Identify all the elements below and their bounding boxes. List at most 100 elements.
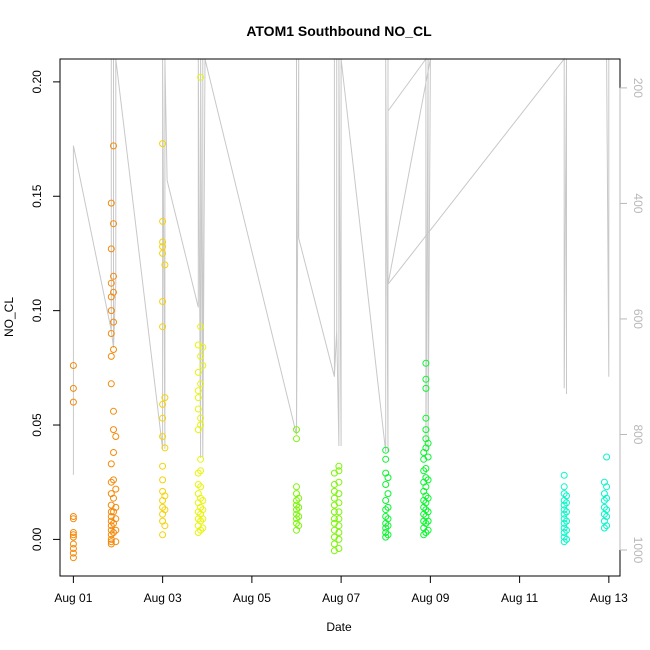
data-point bbox=[335, 522, 343, 530]
data-point bbox=[335, 467, 343, 475]
data-point bbox=[69, 362, 77, 369]
data-point bbox=[110, 288, 117, 296]
data-point bbox=[382, 529, 390, 536]
data-point bbox=[560, 515, 568, 523]
data-point bbox=[107, 307, 115, 315]
data-point bbox=[112, 433, 120, 440]
data-point bbox=[159, 298, 167, 305]
x-tick-label: Aug 09 bbox=[411, 591, 449, 605]
data-point bbox=[422, 529, 430, 536]
data-point bbox=[112, 515, 120, 523]
data-point bbox=[112, 538, 120, 546]
data-point bbox=[107, 538, 115, 546]
data-point bbox=[293, 506, 300, 514]
data-point bbox=[69, 529, 77, 536]
data-point bbox=[422, 375, 430, 383]
series-3 bbox=[194, 73, 207, 536]
data-point bbox=[161, 444, 169, 452]
data-point bbox=[110, 142, 117, 150]
secondary-series-line bbox=[72, 57, 610, 475]
data-point bbox=[112, 485, 120, 493]
y2-tick-label: 1000 bbox=[631, 537, 645, 564]
data-point bbox=[560, 471, 568, 479]
data-point bbox=[600, 497, 608, 504]
data-point bbox=[197, 517, 205, 525]
data-point bbox=[199, 515, 207, 523]
x-tick-label: Aug 13 bbox=[590, 591, 628, 605]
data-point bbox=[197, 467, 205, 475]
data-point bbox=[600, 503, 608, 511]
data-point bbox=[335, 515, 343, 523]
data-point bbox=[422, 506, 430, 514]
data-point bbox=[159, 238, 167, 246]
data-point bbox=[560, 538, 568, 546]
data-point bbox=[159, 462, 167, 470]
data-point bbox=[335, 478, 343, 486]
data-point bbox=[382, 497, 390, 504]
data-point bbox=[197, 503, 205, 511]
data-point bbox=[159, 414, 167, 422]
data-point bbox=[335, 499, 343, 507]
data-point bbox=[330, 508, 338, 516]
data-point bbox=[330, 515, 338, 523]
data-point bbox=[159, 433, 167, 440]
data-point bbox=[422, 384, 430, 392]
data-point bbox=[161, 522, 169, 530]
data-point bbox=[563, 526, 570, 534]
y-axis: 0.00 0.05 0.10 0.15 0.20 bbox=[30, 70, 61, 551]
data-point bbox=[69, 384, 77, 392]
data-point bbox=[424, 517, 432, 525]
data-point bbox=[69, 540, 77, 548]
data-point bbox=[110, 529, 117, 536]
data-point bbox=[422, 414, 430, 422]
data-point bbox=[335, 535, 343, 543]
data-point bbox=[560, 506, 568, 514]
data-point bbox=[107, 526, 115, 534]
data-point bbox=[159, 243, 167, 251]
data-point bbox=[563, 535, 570, 543]
data-point bbox=[69, 545, 77, 552]
y2-tick-label: 200 bbox=[631, 78, 645, 98]
data-point bbox=[197, 352, 205, 360]
x-tick-label: Aug 07 bbox=[322, 591, 360, 605]
data-point bbox=[560, 529, 568, 536]
data-point bbox=[159, 476, 167, 484]
data-point bbox=[110, 426, 117, 434]
data-point bbox=[69, 533, 77, 541]
data-point bbox=[159, 323, 167, 331]
data-point bbox=[197, 526, 205, 534]
data-point bbox=[603, 522, 611, 530]
data-point bbox=[560, 524, 568, 532]
data-point bbox=[600, 524, 608, 532]
data-point bbox=[384, 474, 392, 482]
data-point bbox=[424, 439, 432, 447]
series-2 bbox=[159, 140, 169, 539]
data-point bbox=[159, 531, 167, 539]
data-point bbox=[384, 522, 392, 530]
data-point bbox=[159, 217, 167, 225]
data-point bbox=[199, 524, 207, 532]
data-point bbox=[424, 476, 432, 484]
data-point bbox=[560, 510, 568, 518]
y2-tick-label: 600 bbox=[631, 309, 645, 329]
data-point bbox=[603, 506, 611, 514]
data-point bbox=[293, 497, 300, 504]
data-point bbox=[603, 483, 611, 491]
x-axis: Aug 01 Aug 03 Aug 05 Aug 07 Aug 09 Aug 11 Aug … bbox=[54, 575, 628, 605]
data-point bbox=[563, 492, 570, 500]
data-point bbox=[159, 249, 167, 257]
data-point bbox=[110, 318, 117, 326]
data-point bbox=[293, 519, 300, 527]
series-1 bbox=[69, 142, 120, 562]
data-point bbox=[107, 522, 115, 530]
x-tick-label: Aug 11 bbox=[501, 591, 538, 605]
y-tick-label: 0.05 bbox=[30, 413, 44, 437]
data-point bbox=[563, 508, 570, 516]
data-point bbox=[194, 387, 202, 395]
data-point bbox=[161, 492, 169, 500]
data-point bbox=[110, 346, 117, 353]
data-point bbox=[295, 494, 303, 502]
data-point bbox=[563, 517, 570, 525]
data-point bbox=[424, 453, 432, 461]
